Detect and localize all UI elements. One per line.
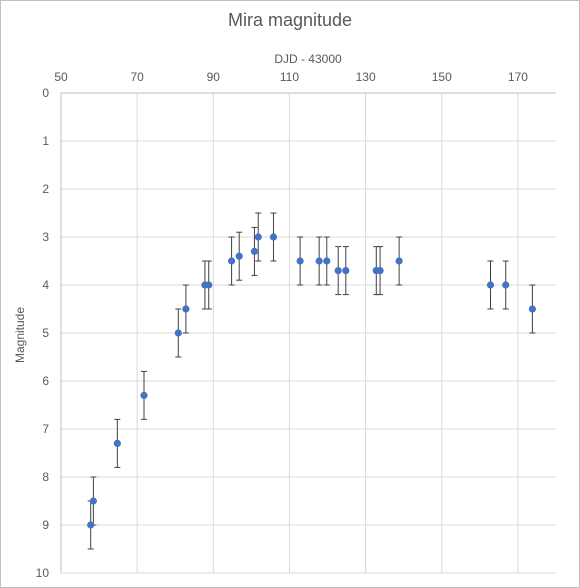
data-point bbox=[87, 521, 95, 529]
data-point bbox=[254, 233, 262, 241]
x-tick-label: 170 bbox=[508, 70, 528, 84]
data-point bbox=[296, 257, 304, 265]
y-tick-label: 2 bbox=[42, 182, 49, 196]
data-point bbox=[376, 267, 384, 275]
gridlines bbox=[60, 92, 556, 574]
data-point bbox=[395, 257, 403, 265]
y-tick-label: 3 bbox=[42, 230, 49, 244]
data-point bbox=[174, 329, 182, 337]
x-tick-label: 50 bbox=[54, 70, 68, 84]
data-point bbox=[334, 267, 342, 275]
y-tick-label: 9 bbox=[42, 518, 49, 532]
data-point bbox=[315, 257, 323, 265]
data-point bbox=[113, 439, 121, 447]
x-tick-label: 110 bbox=[280, 70, 299, 84]
y-tick-label: 7 bbox=[42, 422, 49, 436]
x-tick-label: 70 bbox=[130, 70, 144, 84]
data-point bbox=[528, 305, 536, 313]
x-tick-label: 150 bbox=[432, 70, 452, 84]
y-tick-label: 10 bbox=[36, 566, 50, 580]
data-point bbox=[89, 497, 97, 505]
data-point bbox=[250, 247, 259, 255]
data-point bbox=[227, 257, 236, 265]
data-point bbox=[486, 281, 495, 289]
data-point bbox=[205, 281, 213, 289]
data-point bbox=[140, 391, 148, 399]
y-tick-label: 1 bbox=[42, 134, 49, 148]
data-point bbox=[182, 305, 190, 313]
chart-title: Mira magnitude bbox=[227, 10, 353, 30]
x-tick-label: 90 bbox=[207, 70, 221, 84]
x-tick-label: 130 bbox=[356, 70, 376, 84]
data-point bbox=[269, 233, 278, 241]
y-tick-label: 8 bbox=[42, 470, 49, 484]
y-tick-label: 6 bbox=[42, 374, 49, 388]
x-axis-label: DJD - 43000 bbox=[274, 52, 342, 66]
y-tick-label: 4 bbox=[42, 278, 49, 292]
data-points bbox=[87, 233, 536, 529]
axes bbox=[60, 92, 556, 573]
tick-labels: 0 1 2 3 4 5 6 7 8 9 10 50 70 90 110 130 150 170 bbox=[36, 70, 529, 580]
y-tick-label: 0 bbox=[42, 86, 49, 100]
data-point bbox=[342, 267, 350, 275]
y-tick-label: 5 bbox=[42, 326, 49, 340]
data-point bbox=[502, 281, 510, 289]
data-point bbox=[323, 257, 331, 265]
data-point bbox=[235, 252, 243, 260]
